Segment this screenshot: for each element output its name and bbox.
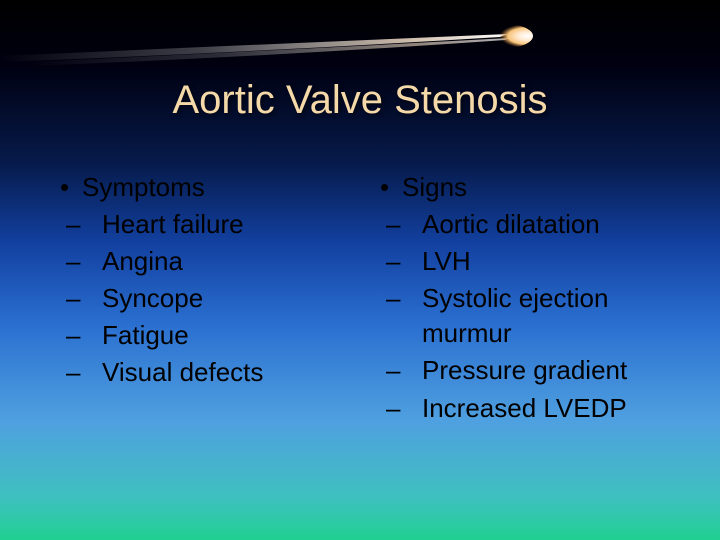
list-item: –Pressure gradient (380, 353, 680, 388)
list-item: –Visual defects (60, 355, 360, 390)
list-item: –Systolic ejection murmur (380, 281, 680, 351)
right-column: •Signs –Aortic dilatation –LVH –Systolic… (380, 170, 680, 428)
list-item: –Fatigue (60, 318, 360, 353)
comet-decoration (0, 22, 540, 72)
list-item: –Syncope (60, 281, 360, 316)
list-item: –Angina (60, 244, 360, 279)
left-column: •Symptoms –Heart failure –Angina –Syncop… (60, 170, 360, 428)
heading-text: Signs (402, 172, 467, 202)
list-item: –Heart failure (60, 207, 360, 242)
column-heading: •Symptoms (60, 170, 360, 205)
slide-title: Aortic Valve Stenosis (0, 78, 720, 123)
list-item: –Aortic dilatation (380, 207, 680, 242)
column-heading: •Signs (380, 170, 680, 205)
heading-text: Symptoms (82, 172, 205, 202)
list-item: –Increased LVEDP (380, 391, 680, 426)
content-area: •Symptoms –Heart failure –Angina –Syncop… (60, 170, 680, 428)
list-item: –LVH (380, 244, 680, 279)
